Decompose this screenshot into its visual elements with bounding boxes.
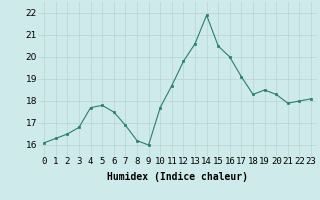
X-axis label: Humidex (Indice chaleur): Humidex (Indice chaleur) [107, 172, 248, 182]
